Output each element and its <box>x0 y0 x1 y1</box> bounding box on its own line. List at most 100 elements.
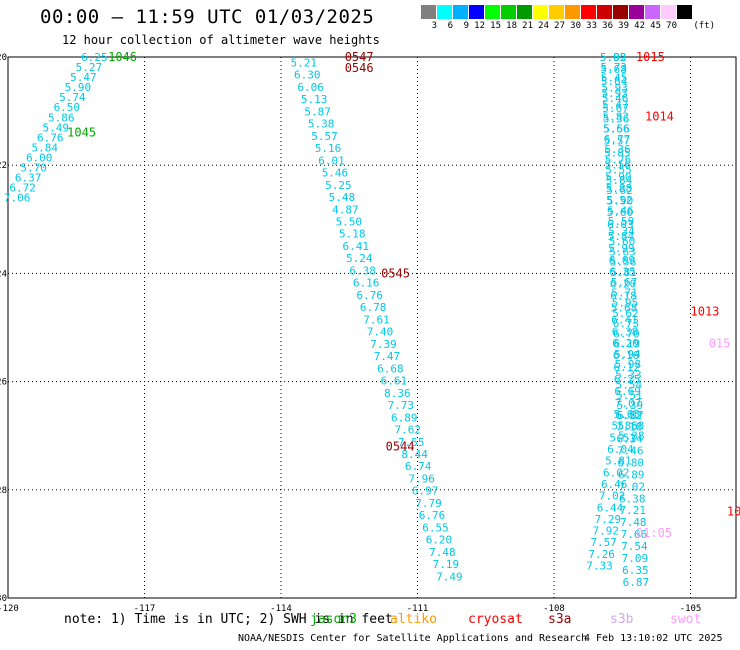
wave-height-value: 6.74 <box>405 460 432 473</box>
pass-time-label: 01:05 <box>636 526 672 540</box>
wave-height-value: 5.74 <box>59 91 86 104</box>
wave-height-value: 7.54 <box>621 540 648 553</box>
wave-height-value: 7.29 <box>595 513 622 526</box>
lon-tick-label: -108 <box>543 604 565 614</box>
lat-tick-label: -22 <box>0 161 7 171</box>
pass-time-label: 015 <box>709 337 731 351</box>
wave-height-value: 5.87 <box>617 409 644 422</box>
wave-height-value: 5.18 <box>339 228 366 241</box>
wave-height-value: 6.38 <box>612 325 639 338</box>
wave-height-value: 5.62 <box>612 307 639 320</box>
wave-height-value: 7.46 <box>617 445 644 458</box>
wave-height-value: 5.81 <box>610 266 637 279</box>
wave-height-value: 5.46 <box>602 92 629 105</box>
wave-height-value: 6.76 <box>419 509 446 522</box>
wave-height-value: 6.46 <box>601 478 628 491</box>
wave-height-value: 8.36 <box>384 387 411 400</box>
wave-height-value: 6.25 <box>614 373 641 386</box>
wave-height-value: 5.66 <box>603 123 630 136</box>
wave-height-value: 5.57 <box>311 130 338 143</box>
wave-height-value: 5.68 <box>611 301 638 314</box>
wave-height-value: 5.94 <box>614 348 641 361</box>
wave-height-value: 5.90 <box>607 194 634 207</box>
wave-height-value: 7.48 <box>620 516 647 529</box>
wave-height-value: 5.68 <box>618 419 645 432</box>
wave-height-value: 6.35 <box>622 564 649 577</box>
pass-time-label: 1045 <box>67 126 96 140</box>
wave-height-value: 6.16 <box>613 349 640 362</box>
wave-height-value: 6.18 <box>610 290 637 303</box>
wave-height-value: 5.47 <box>70 71 97 84</box>
wave-height-value: 7.92 <box>593 525 620 538</box>
wave-height-value: 5.85 <box>604 146 631 159</box>
lon-tick-label: -111 <box>407 604 429 614</box>
legend-swatch <box>661 5 677 19</box>
wave-height-value: 5.98 <box>615 358 642 371</box>
wave-height-value: 5.50 <box>336 215 363 228</box>
pass-time-label: 0547 <box>345 50 374 64</box>
wave-height-value: 5.93 <box>601 82 628 95</box>
wave-height-value: 7.39 <box>370 338 397 351</box>
wave-height-value: 7.26 <box>588 548 615 561</box>
wave-height-value: 5.16 <box>315 142 342 155</box>
lat-tick-label: -26 <box>0 378 7 388</box>
wave-height-value: 5.56 <box>603 123 630 136</box>
wave-height-value: 5.27 <box>76 61 103 74</box>
wave-height-value: 6.20 <box>612 337 639 350</box>
wave-height-value: 5.45 <box>601 71 628 84</box>
wave-height-value: 4.87 <box>332 203 359 216</box>
wave-height-value: 6.77 <box>604 133 631 146</box>
wave-height-value: 5.87 <box>304 105 331 118</box>
wave-height-value: 6.19 <box>614 338 641 351</box>
wave-height-value: 5.90 <box>65 81 92 94</box>
legend-swatch <box>581 5 597 19</box>
satellite-label: s3b <box>610 612 634 627</box>
wave-height-value: 7.33 <box>586 560 613 573</box>
wave-height-value: 6.69 <box>614 385 641 398</box>
wave-height-value: 5.59 <box>608 215 635 228</box>
legend-swatch <box>437 5 453 19</box>
legend-swatch <box>421 5 437 19</box>
wave-height-value: 5.71 <box>611 286 638 299</box>
wave-height-value: 6.41 <box>343 240 370 253</box>
wave-height-value: 6.01 <box>318 154 345 167</box>
legend-label: 39 <box>618 21 629 31</box>
wave-height-value: 5.34 <box>608 225 635 238</box>
wave-height-value: 6.09 <box>609 254 636 267</box>
page-title: 00:00 — 11:59 UTC 01/03/2025 <box>40 6 375 28</box>
wave-height-value: 5.63 <box>609 245 636 258</box>
legend-swatch <box>645 5 661 19</box>
legend-swatch <box>613 5 629 19</box>
wave-height-value: 5.84 <box>608 230 635 243</box>
wave-height-value: 5.81 <box>605 455 632 468</box>
wave-height-value: 7.62 <box>395 424 422 437</box>
wave-height-value: 6.35 <box>609 266 636 279</box>
legend-swatch <box>485 5 501 19</box>
wave-height-value: 6.20 <box>426 534 453 547</box>
wave-height-value: 5.51 <box>616 389 643 402</box>
wave-height-value: 5.92 <box>600 51 627 64</box>
satellite-label: s3a <box>548 612 572 627</box>
wave-height-value: 5.55 <box>605 164 632 177</box>
wave-height-value: 5.51 <box>609 431 636 444</box>
wave-height-value: 5.86 <box>611 420 638 433</box>
wave-height-value: 6.37 <box>15 172 42 185</box>
legend-swatch <box>533 5 549 19</box>
wave-height-value: 5.86 <box>48 111 75 124</box>
wave-height-value: 5.62 <box>606 184 633 197</box>
wave-height-value: 6.41 <box>611 313 638 326</box>
wave-height-value: 5.85 <box>600 51 627 64</box>
wave-height-value: 7.18 <box>616 421 643 434</box>
footer-credit: NOAA/NESDIS Center for Satellite Applica… <box>238 633 588 644</box>
wave-height-value: 7.57 <box>590 536 617 549</box>
legend-label: 42 <box>634 21 645 31</box>
wave-height-value: 5.95 <box>612 297 639 310</box>
wave-height-value: 5.60 <box>607 206 634 219</box>
wave-height-value: 5.73 <box>600 61 627 74</box>
wave-height-value: 6.89 <box>618 468 645 481</box>
wave-height-value: 5.84 <box>606 174 633 187</box>
lon-tick-label: -117 <box>134 604 156 614</box>
legend-swatch <box>677 5 693 19</box>
wave-height-value: 5.70 <box>20 162 47 175</box>
